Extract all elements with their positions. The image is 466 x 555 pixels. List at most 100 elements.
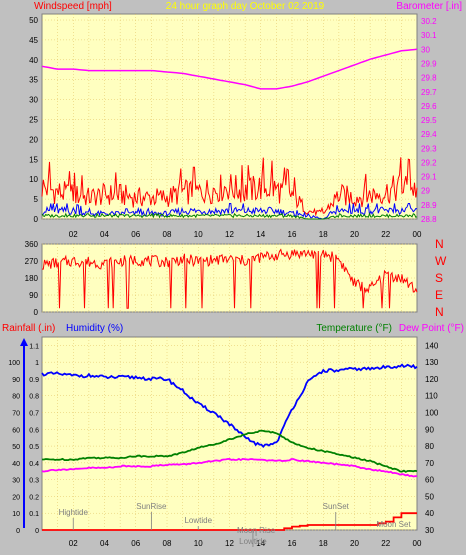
wind-y-tick-label: 10 — [29, 175, 38, 184]
temp-humidity-x-tick-label: 10 — [194, 539, 203, 548]
wind-y-tick-label: 15 — [29, 155, 38, 164]
baro-y-tick-label: 30.2 — [421, 17, 437, 26]
wind-y-tick-label: 25 — [29, 116, 38, 125]
windspeed-axis-label: Windspeed [mph] — [34, 1, 112, 12]
rainfall-y-tick-label: 0.1 — [29, 511, 39, 518]
direction-y-tick-label: 180 — [25, 274, 39, 283]
baro-y-tick-label: 28.8 — [421, 215, 437, 224]
baro-y-tick-label: 29.3 — [421, 144, 437, 153]
humidity-y-tick-label: 60 — [12, 427, 20, 434]
wind-direction-line — [42, 248, 418, 309]
baro-y-tick-label: 29.2 — [421, 158, 437, 167]
rainfall-y-tick-label: 0.4 — [29, 461, 39, 468]
baro-y-tick-label: 29 — [421, 187, 430, 196]
barometer-axis-label: Barometer [.in] — [396, 1, 462, 12]
wind-y-tick-label: 40 — [29, 56, 38, 65]
dew-point-axis-label: Dew Point (°F) — [399, 323, 464, 334]
temperature-y-tick-label: 110 — [425, 392, 438, 401]
wind-baro-x-tick-label: 18 — [319, 230, 328, 239]
temp-humidity-x-tick-label: 04 — [100, 539, 109, 548]
baro-y-tick-label: 29.1 — [421, 173, 437, 182]
baro-y-tick-label: 29.8 — [421, 74, 437, 83]
rainfall-y-tick-label: 0.8 — [29, 394, 39, 401]
temp-humidity-x-tick-label: 16 — [288, 539, 297, 548]
humidity-y-tick-label: 70 — [12, 411, 20, 418]
barometer-line — [41, 48, 418, 90]
humidity-y-tick-label: 90 — [12, 377, 20, 384]
rainfall-axis-label: Rainfall (.in) — [2, 323, 55, 334]
wind-average-line — [41, 203, 418, 220]
humidity-y-tick-label: 0 — [16, 528, 20, 535]
event-label: Lowtide — [239, 537, 267, 546]
event-label: Hightide — [59, 508, 89, 517]
rainfall-y-tick-label: 1 — [35, 360, 39, 367]
chart-title: 24 hour graph day October 02 2019 — [166, 1, 325, 12]
direction-y-tick-label: 270 — [25, 257, 39, 266]
compass-tick-label: E — [435, 288, 443, 302]
temperature-y-tick-label: 130 — [425, 358, 439, 367]
wind-baro-x-tick-label: 12 — [225, 230, 234, 239]
temperature-y-tick-label: 30 — [425, 526, 434, 535]
temp-humidity-x-tick-label: 14 — [256, 539, 265, 548]
rainfall-y-tick-label: 1.1 — [29, 343, 39, 350]
wind-y-tick-label: 45 — [29, 36, 38, 45]
humidity-y-tick-label: 10 — [12, 511, 20, 518]
temperature-line — [42, 429, 418, 473]
humidity-y-tick-label: 30 — [12, 478, 20, 485]
wind-baro-x-tick-label: 04 — [100, 230, 109, 239]
temperature-y-tick-label: 70 — [425, 459, 434, 468]
baro-y-tick-label: 28.9 — [421, 201, 437, 210]
dew-point-line — [41, 457, 418, 478]
rainfall-y-tick-label: 0.2 — [29, 494, 39, 501]
rainfall-y-tick-label: 0 — [35, 528, 39, 535]
wind-y-tick-label: 30 — [29, 96, 38, 105]
wind-y-tick-label: 50 — [29, 16, 38, 25]
temp-humidity-x-tick-label: 08 — [163, 539, 172, 548]
temp-humidity-x-tick-label: 02 — [69, 539, 78, 548]
event-label: SunSet — [323, 502, 350, 511]
direction-y-tick-label: 0 — [34, 308, 39, 317]
temperature-y-tick-label: 140 — [425, 341, 439, 350]
wind-baro-x-tick-label: 08 — [163, 230, 172, 239]
temperature-y-tick-label: 50 — [425, 492, 434, 501]
temperature-y-tick-label: 100 — [425, 409, 439, 418]
wind-baro-x-tick-label: 06 — [131, 230, 140, 239]
baro-y-tick-label: 29.6 — [421, 102, 437, 111]
baro-y-tick-label: 29.7 — [421, 88, 437, 97]
temperature-y-tick-label: 90 — [425, 425, 434, 434]
wind-baro-x-tick-label: 14 — [256, 230, 265, 239]
compass-tick-label: N — [435, 237, 444, 251]
rainfall-y-tick-label: 0.9 — [29, 377, 39, 384]
wind-baro-x-tick-label: 02 — [69, 230, 78, 239]
baro-y-tick-label: 29.5 — [421, 116, 437, 125]
humidity-axis-label: Humidity (%) — [66, 323, 123, 334]
rainfall-line — [42, 512, 417, 531]
humidity-line — [41, 363, 418, 449]
humidity-y-tick-label: 50 — [12, 444, 20, 451]
event-label: Moon Set — [376, 520, 411, 529]
wind-gust-line — [41, 157, 418, 217]
rainfall-y-tick-label: 0.3 — [29, 478, 39, 485]
temp-humidity-x-tick-label: 22 — [381, 539, 390, 548]
wind-baro-x-tick-label: 22 — [381, 230, 390, 239]
baro-y-tick-label: 29.4 — [421, 130, 437, 139]
humidity-y-tick-label: 80 — [12, 394, 20, 401]
humidity-y-tick-label: 20 — [12, 494, 20, 501]
wind-y-tick-label: 5 — [34, 195, 39, 204]
temp-humidity-x-tick-label: 06 — [131, 539, 140, 548]
temperature-axis-label: Temperature (°F) — [316, 323, 392, 334]
temperature-y-tick-label: 120 — [425, 375, 439, 384]
wind-baro-x-tick-label: 16 — [288, 230, 297, 239]
wind-baro-x-tick-label: 00 — [413, 230, 422, 239]
temp-humidity-x-tick-label: 12 — [225, 539, 234, 548]
event-label: SunRise — [136, 502, 167, 511]
compass-tick-label: N — [435, 305, 444, 319]
event-label: Lowtide — [184, 516, 212, 525]
humidity-y-tick-label: 40 — [12, 461, 20, 468]
temp-humidity-x-tick-label: 00 — [413, 539, 422, 548]
temperature-y-tick-label: 60 — [425, 476, 434, 485]
temperature-y-tick-label: 40 — [425, 509, 434, 518]
baro-y-tick-label: 29.9 — [421, 59, 437, 68]
rainfall-y-tick-label: 0.6 — [29, 427, 39, 434]
wind-y-tick-label: 35 — [29, 76, 38, 85]
